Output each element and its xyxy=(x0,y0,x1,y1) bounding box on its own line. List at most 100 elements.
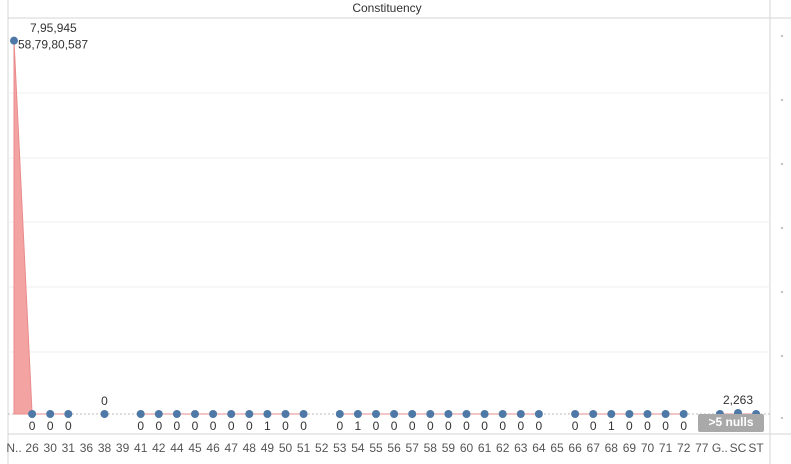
data-label: 0 xyxy=(644,419,651,433)
x-tick-label: SC xyxy=(730,441,747,455)
x-tick-label: 30 xyxy=(44,441,58,455)
data-label: 0 xyxy=(65,419,72,433)
dot xyxy=(498,410,507,418)
data-label: 0 xyxy=(155,419,162,433)
data-label: 0 xyxy=(373,419,380,433)
x-tick-label: 49 xyxy=(261,441,275,455)
data-label: 0 xyxy=(29,419,36,433)
data-label: 0 xyxy=(409,419,416,433)
x-tick-label: 42 xyxy=(152,441,166,455)
x-tick-label: 53 xyxy=(333,441,347,455)
data-label: 0 xyxy=(662,419,669,433)
dot xyxy=(516,410,525,418)
data-label: 0 xyxy=(246,419,253,433)
data-label: 7,95,945 xyxy=(30,21,77,35)
x-tick-label: 39 xyxy=(116,441,130,455)
x-tick-label: 48 xyxy=(243,441,257,455)
data-label: 0 xyxy=(427,419,434,433)
x-tick-label: 66 xyxy=(568,441,582,455)
x-tick-label: 63 xyxy=(514,441,528,455)
x-tick-label: 59 xyxy=(442,441,456,455)
data-label: 0 xyxy=(282,419,289,433)
dot xyxy=(607,410,616,418)
dot xyxy=(46,410,55,418)
dot xyxy=(589,410,598,418)
x-tick-label: 62 xyxy=(496,441,510,455)
x-tick-label: 31 xyxy=(62,441,76,455)
dot xyxy=(643,410,652,418)
x-tick-label: 45 xyxy=(188,441,202,455)
x-tick-label: 58 xyxy=(424,441,438,455)
x-tick-label: 67 xyxy=(587,441,601,455)
x-tick-label: 50 xyxy=(279,441,293,455)
x-tick-label: 70 xyxy=(641,441,655,455)
data-label: 0 xyxy=(391,419,398,433)
data-label: 0 xyxy=(101,394,108,408)
data-label: 0 xyxy=(680,419,687,433)
x-tick-label: 61 xyxy=(478,441,492,455)
data-label: 58,79,80,587 xyxy=(18,38,88,52)
data-label: 0 xyxy=(47,419,54,433)
dot xyxy=(335,410,344,418)
x-tick-label: G.. xyxy=(712,441,728,455)
x-tick-label: 51 xyxy=(297,441,311,455)
x-tick-label: 47 xyxy=(225,441,239,455)
axis-dot xyxy=(781,227,783,229)
dot xyxy=(263,410,272,418)
data-label: 0 xyxy=(499,419,506,433)
chart-title: Constituency xyxy=(352,1,421,15)
dot xyxy=(191,410,199,418)
dot xyxy=(372,410,380,418)
dot xyxy=(408,410,417,418)
x-tick-label: 72 xyxy=(677,441,691,455)
x-tick-label: 54 xyxy=(351,441,365,455)
data-label: 1 xyxy=(355,419,362,433)
dot xyxy=(661,410,670,418)
x-tick-label: 38 xyxy=(98,441,112,455)
data-label: 0 xyxy=(536,419,543,433)
x-tick-label: 36 xyxy=(80,441,94,455)
dot xyxy=(625,410,634,418)
x-tick-label: 44 xyxy=(170,441,184,455)
data-label: 0 xyxy=(137,419,144,433)
data-label: 0 xyxy=(192,419,199,433)
data-label: 0 xyxy=(517,419,524,433)
dot xyxy=(462,410,471,418)
dot xyxy=(172,410,181,418)
dot xyxy=(154,410,163,418)
x-tick-label: ST xyxy=(748,441,764,455)
dot xyxy=(245,410,254,418)
axis-dot xyxy=(781,35,783,37)
data-label: 0 xyxy=(228,419,235,433)
x-tick-label: 26 xyxy=(25,441,39,455)
data-label: 0 xyxy=(463,419,470,433)
dot xyxy=(444,410,453,418)
x-tick-label: 60 xyxy=(460,441,474,455)
dot xyxy=(100,410,109,418)
data-label: 0 xyxy=(300,419,307,433)
dot xyxy=(136,410,145,418)
null-indicator: >5 nulls xyxy=(708,415,753,429)
data-label: 0 xyxy=(481,419,488,433)
x-tick-label: 41 xyxy=(134,441,148,455)
x-tick-label: 71 xyxy=(659,441,673,455)
null-indicator-box xyxy=(698,414,764,432)
dot xyxy=(209,410,218,418)
x-tick-label: 77 xyxy=(695,441,709,455)
data-label: 0 xyxy=(336,419,343,433)
dot xyxy=(299,410,308,418)
axis-dot xyxy=(781,355,783,357)
dot xyxy=(10,36,18,45)
axis-dot xyxy=(781,291,783,293)
area xyxy=(13,40,69,415)
axis-dot xyxy=(781,417,783,419)
data-label: 0 xyxy=(174,419,181,433)
dot xyxy=(679,410,688,418)
x-tick-label: 65 xyxy=(550,441,564,455)
dot xyxy=(353,410,362,418)
x-tick-label: 55 xyxy=(369,441,383,455)
x-tick-label: 64 xyxy=(532,441,546,455)
data-label: 1 xyxy=(608,419,615,433)
